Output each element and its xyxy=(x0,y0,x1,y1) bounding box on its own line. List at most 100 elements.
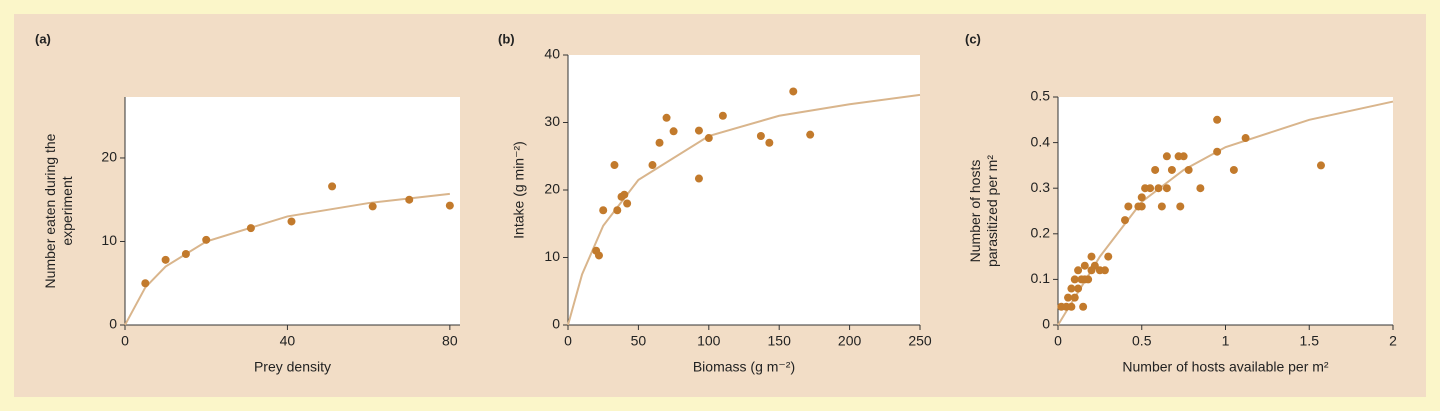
data-point xyxy=(623,199,632,208)
data-point xyxy=(1067,302,1076,311)
y-tick-label: 0.2 xyxy=(1031,225,1051,241)
plot-area xyxy=(568,55,920,325)
data-point xyxy=(1162,184,1171,193)
data-point xyxy=(648,161,657,170)
y-tick-label: 20 xyxy=(101,149,117,165)
x-tick-label: 40 xyxy=(280,333,296,349)
y-tick-label: 0.1 xyxy=(1031,270,1051,286)
data-point xyxy=(328,182,337,191)
data-point xyxy=(765,138,774,147)
plot-area xyxy=(125,97,460,325)
data-point xyxy=(1151,165,1160,174)
data-point xyxy=(620,190,629,199)
data-point xyxy=(1157,202,1166,211)
data-point xyxy=(1137,193,1146,202)
data-point xyxy=(1080,261,1089,270)
y-axis-label: parasitized per m² xyxy=(984,155,1000,267)
data-point xyxy=(1070,293,1079,302)
data-point xyxy=(1162,152,1171,161)
data-point xyxy=(694,126,703,135)
x-tick-label: 1 xyxy=(1222,333,1230,349)
data-point xyxy=(1167,165,1176,174)
data-point xyxy=(287,217,296,226)
y-tick-label: 10 xyxy=(544,248,560,264)
y-tick-label: 0 xyxy=(1042,316,1050,332)
data-point xyxy=(1087,252,1096,261)
data-point xyxy=(141,279,150,288)
panel-label: (c) xyxy=(965,31,981,46)
data-point xyxy=(161,255,170,264)
y-tick-label: 0.4 xyxy=(1031,133,1051,149)
data-point xyxy=(718,111,727,120)
data-point xyxy=(1137,202,1146,211)
y-tick-label: 0 xyxy=(109,316,117,332)
data-point xyxy=(1074,284,1083,293)
y-tick-label: 40 xyxy=(544,46,560,62)
data-point xyxy=(445,201,454,210)
data-point xyxy=(1154,184,1163,193)
data-point xyxy=(669,127,678,136)
data-point xyxy=(1074,266,1083,275)
x-tick-label: 0 xyxy=(564,333,572,349)
data-point xyxy=(1229,165,1238,174)
data-point xyxy=(1213,147,1222,156)
y-axis-label: Intake (g min⁻²) xyxy=(511,141,527,239)
data-point xyxy=(1084,275,1093,284)
y-tick-label: 20 xyxy=(544,181,560,197)
x-tick-label: 250 xyxy=(908,333,932,349)
data-point xyxy=(610,161,619,170)
x-tick-label: 80 xyxy=(442,333,458,349)
data-point xyxy=(1176,202,1185,211)
data-point xyxy=(1213,115,1222,124)
data-point xyxy=(789,87,798,96)
data-point xyxy=(655,138,664,147)
panel-label: (b) xyxy=(498,31,515,46)
x-axis-label: Number of hosts available per m² xyxy=(1122,359,1329,375)
x-tick-label: 50 xyxy=(631,333,647,349)
data-point xyxy=(599,206,608,215)
data-point xyxy=(202,235,211,244)
data-point xyxy=(368,202,377,211)
data-point xyxy=(1079,302,1088,311)
data-point xyxy=(806,130,815,139)
data-point xyxy=(1104,252,1113,261)
data-point xyxy=(1124,202,1133,211)
y-tick-label: 0.5 xyxy=(1031,88,1051,104)
x-tick-label: 200 xyxy=(838,333,862,349)
data-point xyxy=(613,206,622,215)
data-point xyxy=(1241,134,1250,143)
x-axis-label: Prey density xyxy=(254,359,331,375)
data-point xyxy=(1146,184,1155,193)
data-point xyxy=(1121,216,1129,225)
data-point xyxy=(662,113,671,122)
panel-label: (a) xyxy=(35,31,51,46)
data-point xyxy=(756,132,765,140)
data-point xyxy=(1067,284,1076,293)
data-point xyxy=(1196,184,1205,193)
x-tick-label: 0 xyxy=(121,333,129,349)
x-tick-label: 100 xyxy=(697,333,721,349)
data-point xyxy=(1316,161,1325,170)
data-point xyxy=(694,174,703,183)
y-tick-label: 30 xyxy=(544,113,560,129)
x-tick-label: 150 xyxy=(768,333,792,349)
y-axis-label: Number of hosts xyxy=(967,160,983,263)
x-tick-label: 0.5 xyxy=(1132,333,1152,349)
fit-curve xyxy=(567,93,921,326)
x-tick-label: 1.5 xyxy=(1300,333,1320,349)
x-tick-label: 2 xyxy=(1389,333,1397,349)
y-axis-label: Number eaten during the xyxy=(42,133,58,288)
x-axis-label: Biomass (g m⁻²) xyxy=(693,359,795,375)
y-tick-label: 10 xyxy=(101,232,117,248)
plot-area xyxy=(1058,97,1393,325)
data-point xyxy=(1064,293,1073,302)
y-tick-label: 0.3 xyxy=(1031,179,1051,195)
data-point xyxy=(704,134,713,143)
data-point xyxy=(1179,152,1188,161)
y-axis-label: experiment xyxy=(59,176,75,245)
data-point xyxy=(181,250,190,259)
y-tick-label: 0 xyxy=(552,316,560,332)
data-point xyxy=(405,195,414,204)
data-point xyxy=(594,251,603,260)
